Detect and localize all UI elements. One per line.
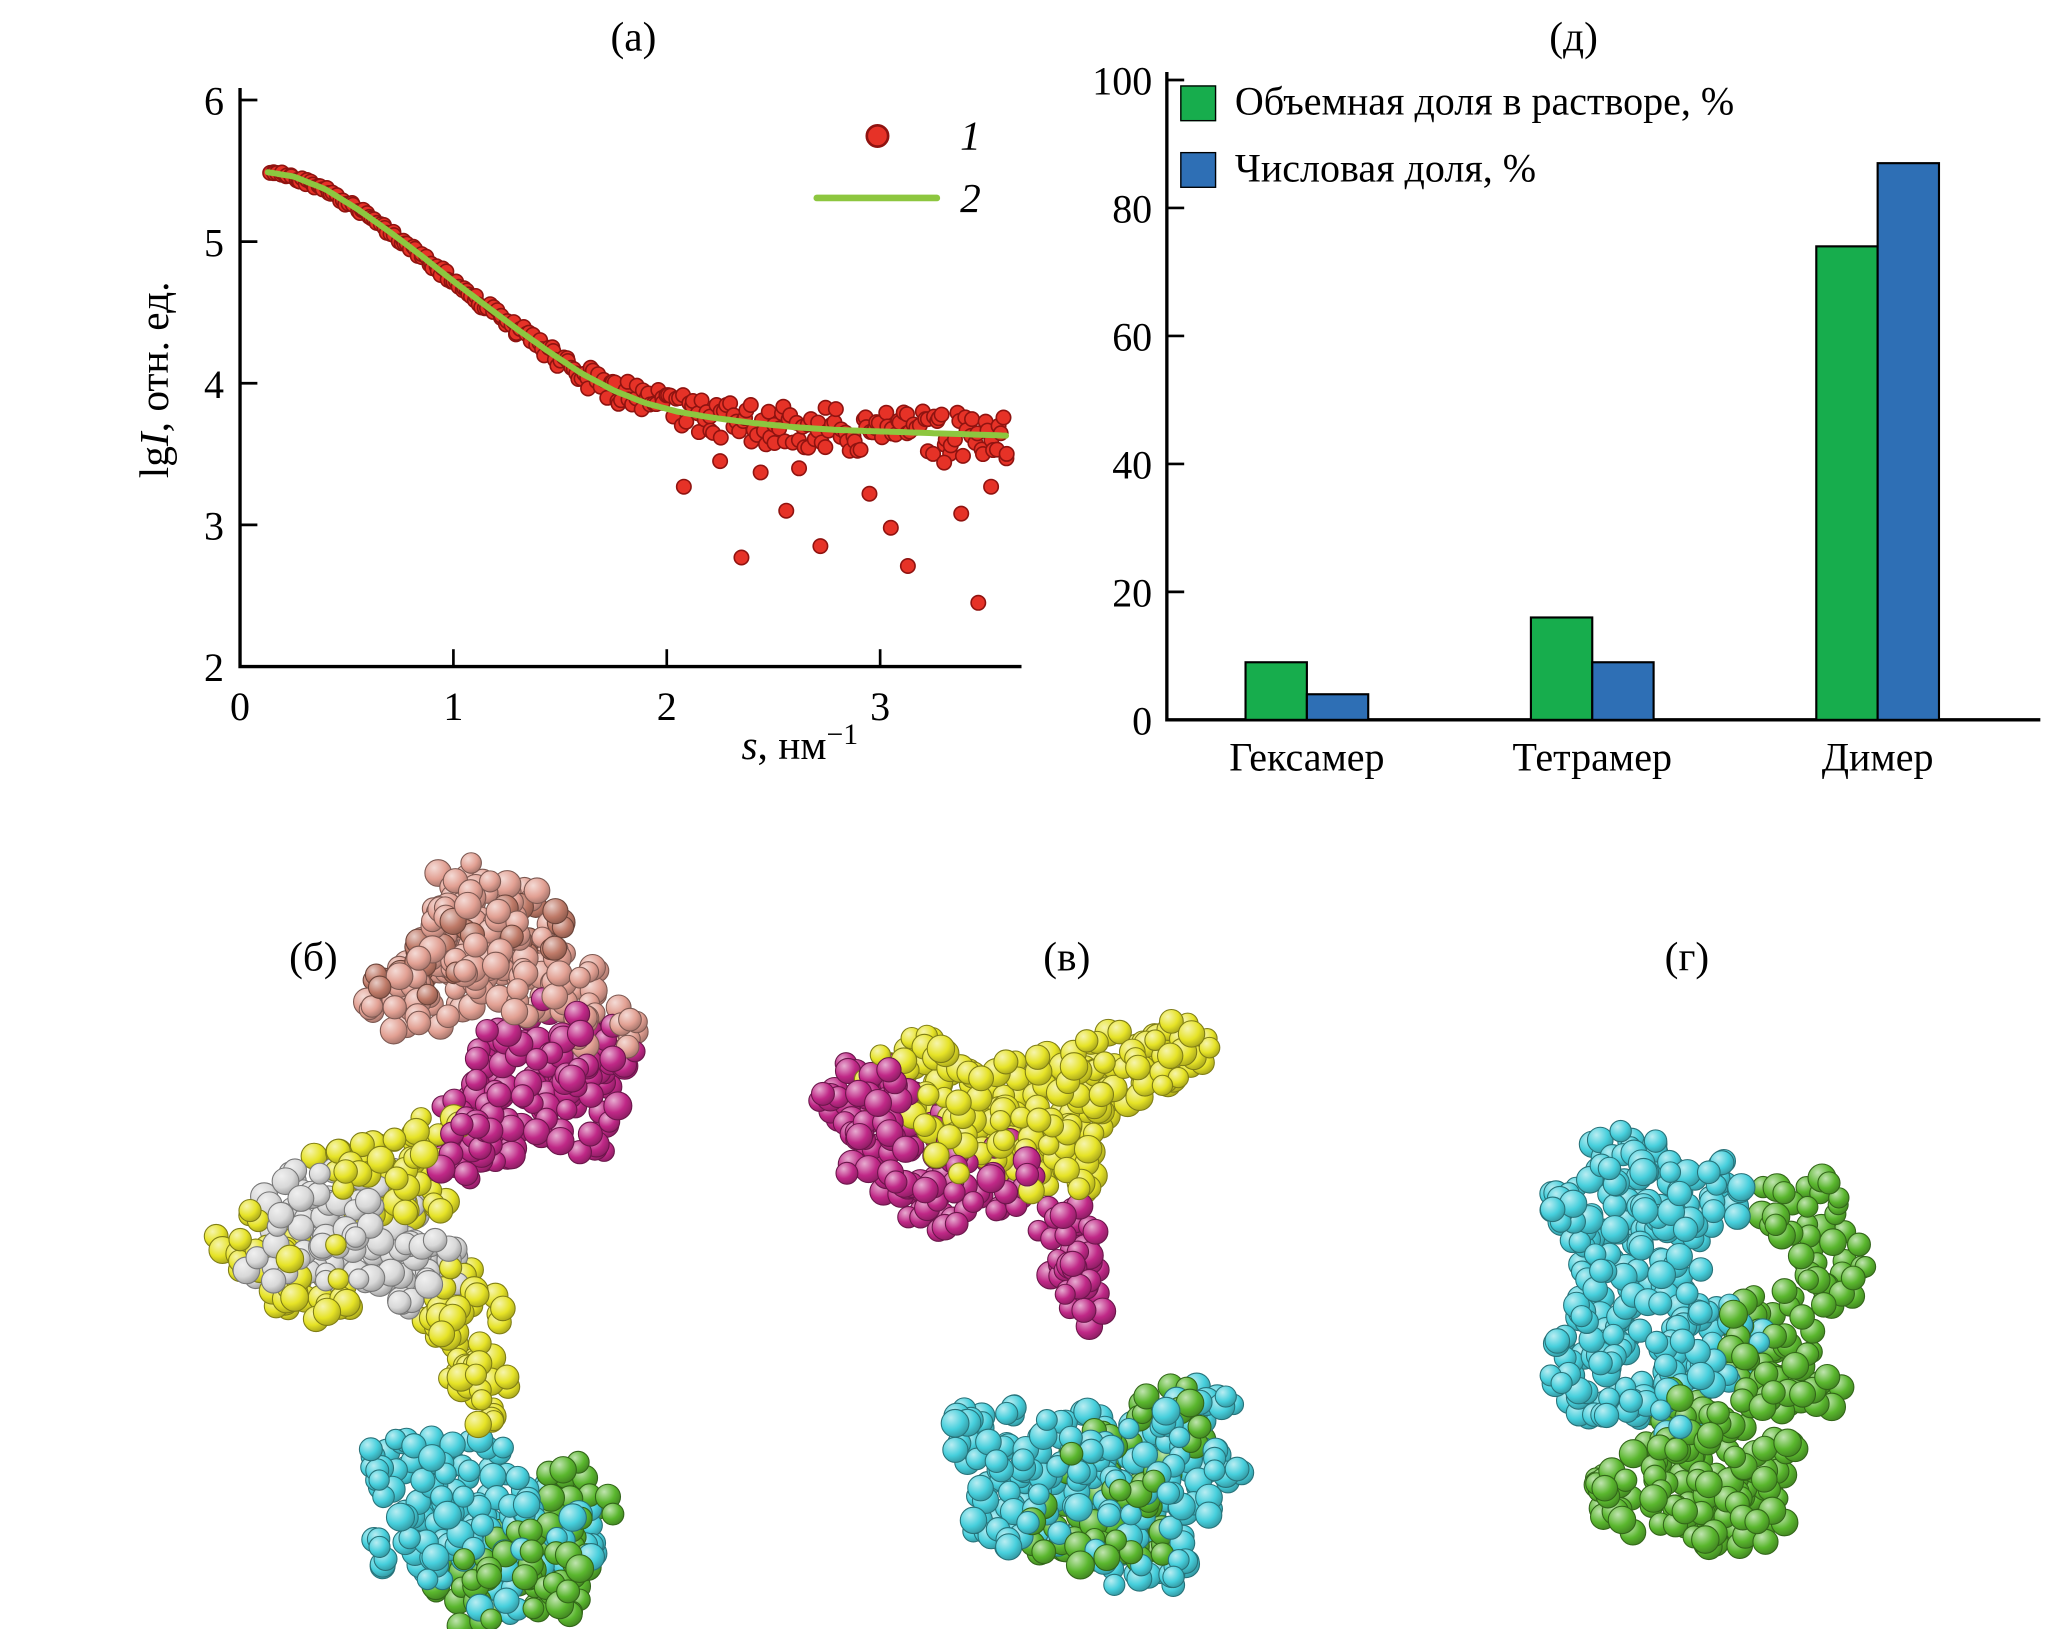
panel-b-label: (б): [289, 933, 338, 980]
bar-ytick-label: 0: [1132, 699, 1152, 744]
ylabel-units: , отн. ед.: [130, 281, 178, 433]
molecule-dimer: [1539, 1119, 1877, 1561]
saxs-ytick-label: 2: [204, 645, 224, 690]
saxs-y-axis-label: lgI, отн. ед.: [131, 282, 179, 479]
bar-number-2: [1876, 162, 1941, 721]
number-fraction-swatch: [1180, 151, 1217, 188]
saxs-scatter-chart: 2 3 4 5 6 0 1 2 3: [204, 79, 1022, 729]
saxs-xtick-label: 3: [870, 684, 890, 729]
saxs-ytick-label: 5: [204, 220, 224, 265]
saxs-ytick-label: 4: [204, 362, 224, 407]
category-tetramer: Тетрамер: [1512, 735, 1673, 780]
ylabel-symbol: I: [130, 432, 178, 447]
panel-v-label: (в): [1043, 933, 1091, 980]
bar-axes: 0 20 40 60 80 100: [1092, 59, 2041, 744]
xlabel-units: , нм: [757, 721, 827, 769]
fit-curve: [264, 169, 1010, 439]
bar-volume-2: [1815, 245, 1879, 721]
bar-volume-1: [1529, 616, 1594, 721]
xlabel-symbol: s: [741, 721, 758, 769]
bar-ytick-label: 40: [1112, 443, 1152, 488]
marker-cell: [793, 194, 960, 202]
ylabel-prefix: lg: [130, 446, 178, 479]
bar-ytick-label: 20: [1112, 571, 1152, 616]
bar-legend-item-volume: Объемная доля в растворе, %: [1180, 69, 1734, 136]
series2-line-marker: [813, 194, 941, 202]
saxs-xtick-label: 1: [443, 684, 463, 729]
molecule-tetramer: [808, 1008, 1255, 1598]
volume-fraction-swatch: [1180, 84, 1217, 121]
series2-label: 2: [960, 173, 981, 221]
category-dimer: Димер: [1821, 735, 1934, 780]
bar-number-0: [1305, 693, 1370, 721]
volume-fraction-label: Объемная доля в растворе, %: [1234, 79, 1735, 124]
fractions-bar-chart: 0 20 40 60 80 100: [1092, 59, 2041, 744]
panel-g-label: (г): [1664, 933, 1710, 980]
molecule-hexamer: [203, 852, 649, 1629]
number-fraction-label: Числовая доля, %: [1234, 146, 1537, 191]
molecular-models: [203, 852, 1877, 1629]
marker-cell: [793, 123, 960, 148]
saxs-ytick-label: 3: [204, 504, 224, 549]
series1-dot-marker: [864, 123, 889, 148]
bar-legend-item-number: Числовая доля, %: [1180, 136, 1734, 203]
saxs-xtick-label: 0: [230, 684, 250, 729]
bar-ytick-label: 80: [1112, 187, 1152, 232]
saxs-legend-item-experimental: 1: [793, 104, 981, 167]
saxs-legend: 1 2: [793, 104, 981, 230]
bar-volume-0: [1244, 661, 1308, 721]
bar-legend: Объемная доля в растворе, % Числовая дол…: [1180, 69, 1734, 202]
panel-a-label: (а): [610, 13, 657, 60]
bar-ytick-label: 100: [1092, 59, 1152, 104]
saxs-x-axis-label: s, нм−1: [741, 717, 858, 769]
bar-ytick-label: 60: [1112, 315, 1152, 360]
saxs-ytick-label: 6: [204, 79, 224, 124]
saxs-legend-item-fit: 2: [793, 167, 981, 230]
category-hexamer: Гексамер: [1229, 735, 1385, 780]
series1-label: 1: [960, 111, 981, 158]
xlabel-exponent: −1: [826, 717, 859, 751]
scatter-points: [262, 164, 1015, 611]
panel-d-label: (д): [1549, 13, 1598, 60]
bar-number-1: [1591, 661, 1655, 721]
saxs-xtick-label: 2: [657, 684, 677, 729]
saxs-axes: 2 3 4 5 6 0 1 2 3: [204, 79, 1022, 729]
